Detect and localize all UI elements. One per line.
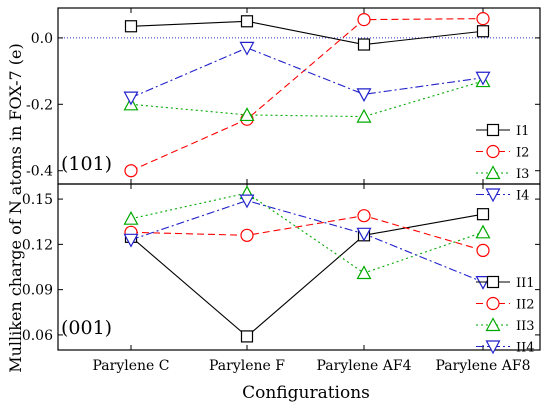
legend-label-I2: I2 xyxy=(516,146,529,161)
data-point-I3 xyxy=(239,107,255,122)
data-point-I3 xyxy=(356,108,372,123)
series-line-I3 xyxy=(130,80,484,118)
data-point-II1 xyxy=(476,208,490,221)
panel-2-y-tick-label: 0.15 xyxy=(22,192,53,208)
legend-marker-II4 xyxy=(485,340,501,355)
legend-label-II1: II1 xyxy=(516,276,535,291)
data-point-I2 xyxy=(476,12,490,26)
data-point-II2 xyxy=(357,209,371,223)
data-point-II2 xyxy=(240,228,254,242)
data-point-II4 xyxy=(123,233,139,248)
legend-marker-I2 xyxy=(486,144,500,159)
data-point-I2 xyxy=(124,164,138,178)
data-point-I1 xyxy=(240,15,254,28)
panel-2-frame xyxy=(57,183,541,351)
data-point-I4 xyxy=(123,91,139,106)
series-line-II4 xyxy=(130,200,484,283)
legend-label-II4: II4 xyxy=(516,341,535,356)
data-point-I4 xyxy=(239,41,255,56)
x-tick-label: Parylene AF8 xyxy=(436,358,531,374)
series-line-I2 xyxy=(130,18,484,172)
legend-marker-II2 xyxy=(486,296,500,311)
legend-marker-I3 xyxy=(485,165,501,180)
data-point-I1 xyxy=(357,38,371,51)
legend-label-I3: I3 xyxy=(516,167,529,182)
series-line-II2 xyxy=(130,215,484,251)
data-point-II4 xyxy=(475,275,491,290)
legend-marker-I4 xyxy=(485,188,501,203)
panel-2-y-tick-label: 0.09 xyxy=(22,283,53,299)
data-point-II4 xyxy=(239,194,255,209)
legend-label-II2: II2 xyxy=(516,298,535,313)
data-point-II2 xyxy=(476,243,490,257)
data-point-I1 xyxy=(124,20,138,33)
series-line-II1 xyxy=(130,213,484,338)
panel-1-y-tick-label: 0.0 xyxy=(31,31,53,47)
legend-marker-I1 xyxy=(486,123,500,137)
data-point-II4 xyxy=(356,227,372,242)
x-tick-label: Parylene AF4 xyxy=(317,358,412,374)
legend-marker-II1 xyxy=(486,275,500,289)
legend-marker-II3 xyxy=(485,317,501,332)
x-axis-label: Configurations xyxy=(242,383,370,403)
data-point-II3 xyxy=(356,265,372,280)
data-point-II3 xyxy=(123,210,139,225)
panel-2-y-tick-label: 0.06 xyxy=(22,328,53,344)
data-point-I4 xyxy=(475,71,491,86)
legend-label-I4: I4 xyxy=(516,189,529,204)
y-axis-label: Mulliken charge of N atoms in FOX-7 (e) xyxy=(6,43,25,373)
series-line-I4 xyxy=(130,47,484,99)
data-point-I2 xyxy=(357,13,371,27)
legend-label-I1: I1 xyxy=(516,124,529,139)
x-tick-label: Parylene F xyxy=(209,358,285,374)
x-tick-label: Parylene C xyxy=(93,358,170,374)
series-line-I1 xyxy=(130,20,484,46)
panel-label-2: (001) xyxy=(61,317,112,339)
panel-label-1: (101) xyxy=(61,153,112,175)
data-point-I1 xyxy=(476,25,490,38)
legend-label-II3: II3 xyxy=(516,319,535,334)
data-point-I4 xyxy=(356,88,372,103)
panel-1-y-tick-label: -0.2 xyxy=(26,97,53,113)
panel-1-y-tick-label: -0.4 xyxy=(26,164,53,180)
data-point-II3 xyxy=(475,224,491,239)
panel-2-y-tick-label: 0.12 xyxy=(22,237,53,253)
data-point-II1 xyxy=(240,330,254,343)
